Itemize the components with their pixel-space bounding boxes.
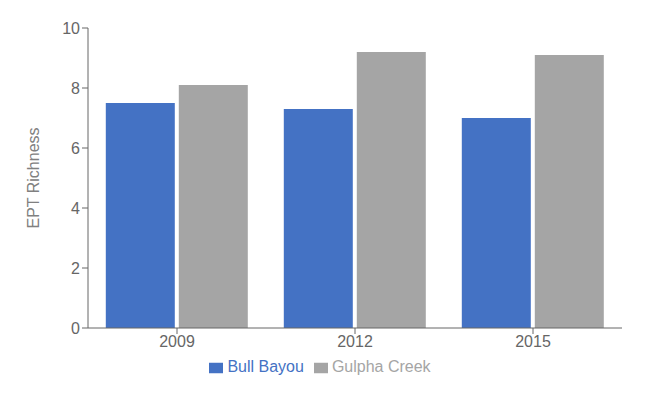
svg-text:4: 4 [71, 200, 80, 217]
svg-text:2009: 2009 [159, 333, 195, 350]
svg-text:2015: 2015 [515, 333, 551, 350]
svg-text:10: 10 [62, 20, 80, 37]
svg-text:0: 0 [71, 320, 80, 337]
svg-text:6: 6 [71, 140, 80, 157]
html-text:Gulpha Creek: Gulpha Creek [331, 358, 431, 375]
html-text:Bull Bayou: Bull Bayou [227, 358, 304, 375]
svg-text:2012: 2012 [337, 333, 373, 350]
svg-text:EPT Richness: EPT Richness [25, 127, 42, 228]
svg-text:8: 8 [71, 80, 80, 97]
svg-text:2: 2 [71, 260, 80, 277]
